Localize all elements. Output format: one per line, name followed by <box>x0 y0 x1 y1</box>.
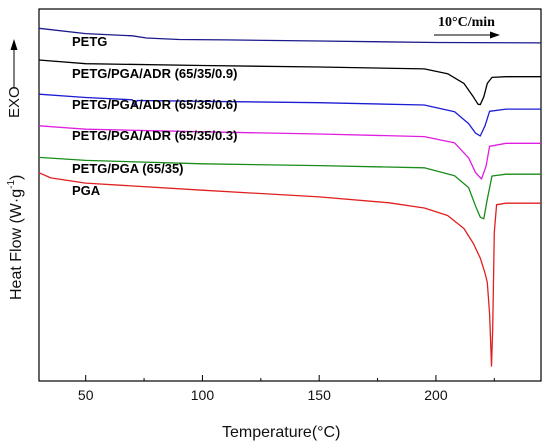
series-line-5 <box>38 172 541 367</box>
series-line-3 <box>38 125 541 180</box>
plot-frame <box>38 8 542 382</box>
series-label-petg: PETG <box>72 34 107 49</box>
series-line-2 <box>38 93 541 137</box>
series-line-0 <box>38 27 542 44</box>
rate-arrow <box>434 31 500 39</box>
x-tick-label-200: 200 <box>424 387 448 403</box>
series-curves <box>38 27 542 367</box>
series-label-pga: PGA <box>72 183 101 198</box>
exo-arrow <box>10 39 18 88</box>
series-line-1 <box>38 59 541 106</box>
x-tick-label-50: 50 <box>78 387 94 403</box>
series-label-adr-0-6: PETG/PGA/ADR (65/35/0.6) <box>72 97 237 112</box>
series-line-4 <box>38 156 541 220</box>
x-axis-label: Temperature(°C) <box>222 424 340 441</box>
series-label-adr-0-9: PETG/PGA/ADR (65/35/0.9) <box>72 66 237 81</box>
series-label-petg-pga: PETG/PGA (65/35) <box>72 161 184 176</box>
x-axis-ticks: 50 100 150 200 <box>78 375 495 403</box>
series-label-adr-0-3: PETG/PGA/ADR (65/35/0.3) <box>72 128 237 143</box>
x-tick-label-100: 100 <box>191 387 215 403</box>
exo-label: EXO <box>6 86 23 118</box>
rate-annotation: 10°C/min <box>438 15 495 30</box>
x-tick-label-150: 150 <box>308 387 332 403</box>
y-axis-label: Heat Flow (W·g-1) <box>6 175 25 300</box>
